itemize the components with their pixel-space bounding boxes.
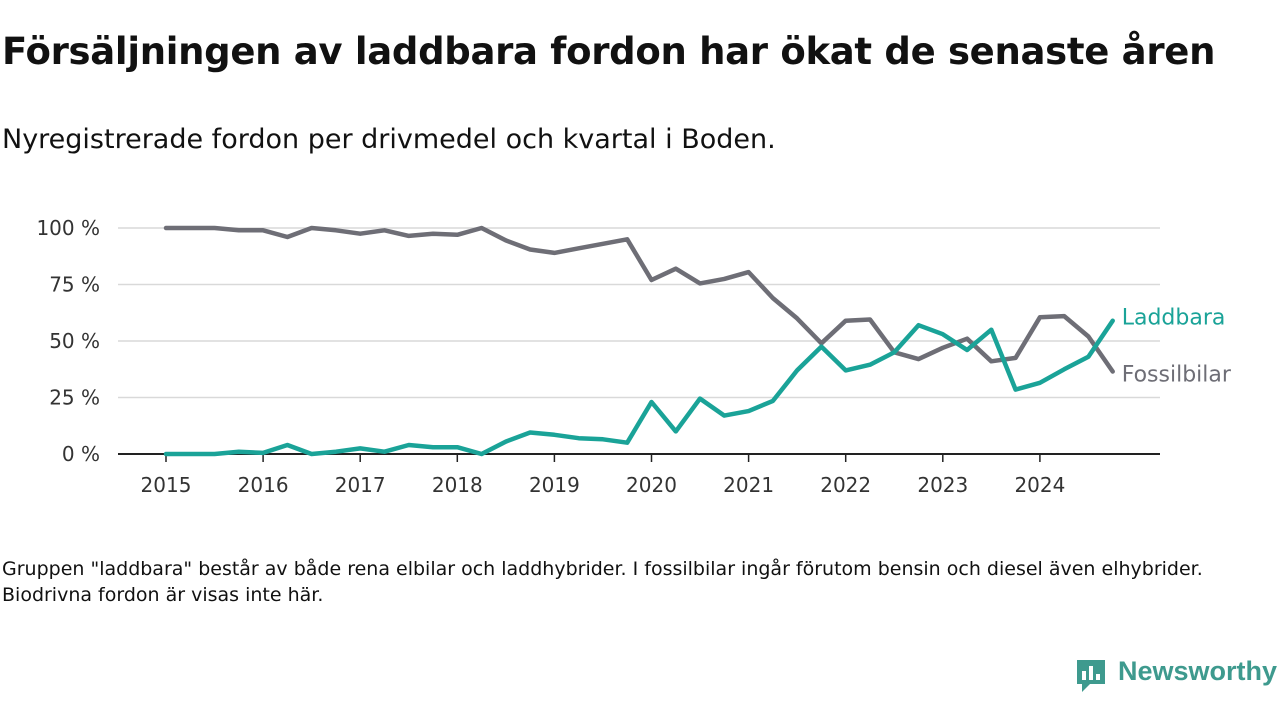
grid-lines: [118, 227, 1160, 455]
x-tick-label: 2021: [723, 473, 774, 497]
x-tick-label: 2015: [141, 473, 192, 497]
x-tick-label: 2023: [917, 473, 968, 497]
x-tick-label: 2017: [335, 473, 386, 497]
x-tick-label: 2019: [529, 473, 580, 497]
y-tick-label: 25 %: [49, 386, 100, 410]
series-line-laddbara: [163, 318, 1115, 457]
series-label-laddbara: Laddbara: [1122, 306, 1226, 331]
newsworthy-logo-icon: [1077, 660, 1105, 692]
x-tick-label: 2022: [820, 473, 871, 497]
y-tick-label: 50 %: [49, 329, 100, 353]
series-label-fossilbilar: Fossilbilar: [1122, 363, 1232, 388]
x-tick-label: 2016: [238, 473, 289, 497]
series-line-fossilbilar: [163, 225, 1115, 374]
x-tick-label: 2024: [1014, 473, 1065, 497]
chart-footnote: Gruppen "laddbara" består av både rena e…: [2, 558, 1203, 606]
chart-title: Försäljningen av laddbara fordon har öka…: [2, 30, 1216, 73]
y-tick-label: 0 %: [62, 442, 100, 466]
series-labels: Fossilbilar Laddbara: [1122, 306, 1232, 388]
x-tick-label: 2018: [432, 473, 483, 497]
x-tick-label: 2020: [626, 473, 677, 497]
x-axis-ticks: 2015 2016 2017 2018 2019 2020 2021 2022 2023 2024: [141, 454, 1065, 497]
brand-logo[interactable]: Newsworthy: [1074, 654, 1280, 696]
y-tick-label: 75 %: [49, 273, 100, 297]
series-lines: [163, 225, 1115, 457]
chart-subtitle: Nyregistrerade fordon per drivmedel och …: [2, 124, 776, 155]
y-tick-label: 100 %: [36, 216, 100, 240]
brand-name: Newsworthy: [1118, 656, 1278, 686]
y-axis-ticks: 0 % 25 % 50 % 75 % 100 %: [36, 216, 100, 466]
line-chart: 0 %25 %50 %75 %100 % 2015 2016 2017 2018 201…: [36, 216, 1232, 497]
